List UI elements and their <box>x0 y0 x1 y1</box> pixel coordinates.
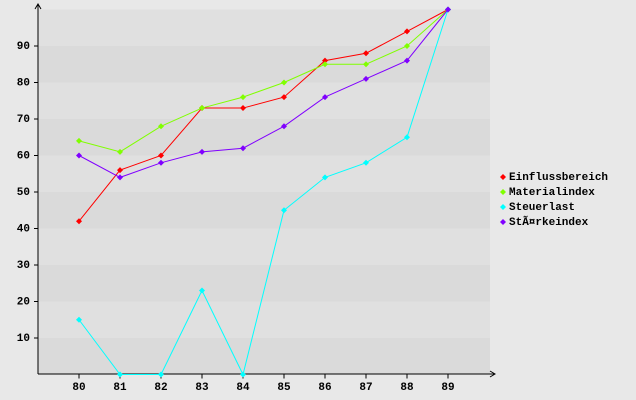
point <box>158 159 164 166</box>
grid-band <box>38 301 490 338</box>
point <box>76 137 82 144</box>
point <box>281 207 287 214</box>
point <box>240 371 246 378</box>
legend-label: Steuerlast <box>509 202 575 214</box>
grid-band <box>38 9 490 46</box>
point <box>117 148 123 155</box>
y-axis-arrow <box>34 3 42 10</box>
point <box>404 43 410 49</box>
point <box>322 94 328 101</box>
legend-label: Einflussbereich <box>509 172 608 184</box>
series-line <box>78 9 449 222</box>
point <box>240 145 246 152</box>
point <box>76 152 82 159</box>
point <box>281 94 287 101</box>
point <box>404 57 410 64</box>
y-tick-label: 40 <box>17 223 30 235</box>
point <box>363 50 369 57</box>
point <box>158 152 164 159</box>
point <box>445 6 451 13</box>
grid-band <box>38 82 490 119</box>
point <box>281 79 287 86</box>
point <box>322 61 328 68</box>
point <box>363 61 369 68</box>
y-tick-label: 50 <box>17 187 30 199</box>
series-line <box>78 9 449 153</box>
point <box>281 123 287 130</box>
point <box>404 28 410 35</box>
point <box>363 159 369 166</box>
x-tick-label: 86 <box>318 382 331 394</box>
point <box>158 123 164 130</box>
x-tick-label: 89 <box>441 382 454 394</box>
point <box>404 134 410 141</box>
point <box>199 105 205 112</box>
grid-band <box>38 155 490 192</box>
x-tick-label: 80 <box>72 382 85 394</box>
point <box>76 316 82 323</box>
y-tick-label: 80 <box>17 77 30 89</box>
point <box>199 148 205 155</box>
x-axis-arrow <box>489 370 496 378</box>
y-tick-label: 30 <box>17 260 30 272</box>
grid-band <box>38 265 490 302</box>
y-tick-label: 20 <box>17 296 30 308</box>
y-tick-label: 70 <box>17 114 30 126</box>
legend-marker <box>500 174 506 180</box>
x-tick-label: 83 <box>195 382 209 394</box>
point <box>76 218 82 225</box>
point <box>322 174 328 181</box>
y-tick-label: 60 <box>17 150 30 162</box>
legend-marker <box>500 204 506 210</box>
grid-band <box>38 192 490 229</box>
grid-band <box>38 228 490 265</box>
legend-marker <box>500 189 506 195</box>
x-tick-label: 88 <box>400 382 414 394</box>
point <box>363 75 369 82</box>
point <box>240 94 246 101</box>
point <box>158 371 164 378</box>
point <box>240 105 246 112</box>
point <box>117 371 123 378</box>
point <box>322 57 328 64</box>
x-tick-label: 84 <box>236 382 250 394</box>
series-line <box>78 9 449 376</box>
x-tick-label: 82 <box>154 382 167 394</box>
x-tick-label: 85 <box>277 382 291 394</box>
series-line <box>78 9 449 178</box>
y-tick-label: 90 <box>17 41 30 53</box>
grid-band <box>38 338 490 375</box>
point <box>117 167 123 174</box>
x-tick-label: 81 <box>113 382 127 394</box>
point <box>117 174 123 181</box>
legend-label: Materialindex <box>509 187 595 199</box>
grid-band <box>38 46 490 83</box>
x-tick-label: 87 <box>359 382 372 394</box>
y-tick-label: 10 <box>17 333 30 345</box>
legend-marker <box>500 219 506 225</box>
point <box>199 287 205 294</box>
legend-label: StÃ¤rkeindex <box>509 215 589 229</box>
